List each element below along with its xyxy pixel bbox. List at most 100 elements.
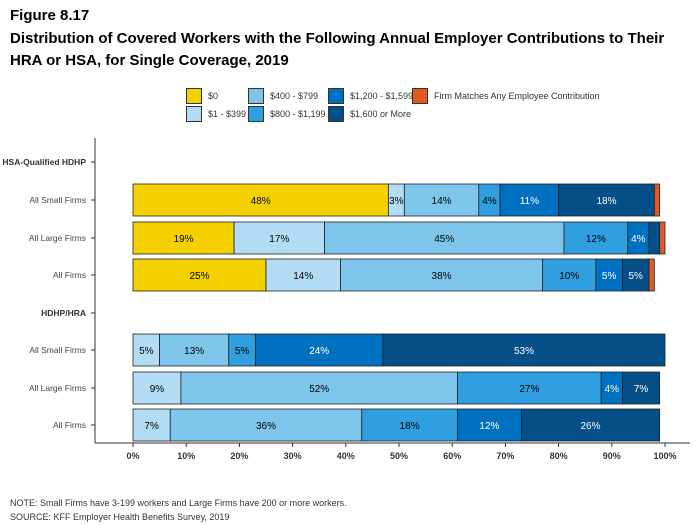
bar-segment xyxy=(648,221,661,255)
row-label: All Firms xyxy=(53,420,86,430)
bar-segment xyxy=(340,258,544,292)
data-label: 48% xyxy=(251,196,271,207)
legend-swatch xyxy=(248,106,264,122)
data-label: 18% xyxy=(400,421,420,432)
x-tick-label: 40% xyxy=(337,451,355,461)
bar-segment xyxy=(159,333,230,367)
chart-title: Distribution of Covered Workers with the… xyxy=(10,30,665,69)
data-label: 4% xyxy=(605,384,620,395)
x-tick-label: 60% xyxy=(443,451,461,461)
data-label: 5% xyxy=(235,346,250,357)
data-label: 38% xyxy=(432,271,452,282)
bar-segment xyxy=(361,408,458,442)
data-label: 7% xyxy=(634,384,649,395)
data-label: 36% xyxy=(256,421,276,432)
note: NOTE: Small Firms have 3-199 workers and… xyxy=(10,498,347,508)
bar-segment xyxy=(254,333,384,367)
data-label: 11% xyxy=(520,196,539,207)
legend-item: $0 xyxy=(186,88,218,104)
bar-segment xyxy=(169,408,363,442)
row-label: All Small Firms xyxy=(29,195,86,205)
data-label: 12% xyxy=(479,421,499,432)
x-tick-label: 50% xyxy=(390,451,408,461)
data-label: 18% xyxy=(596,196,616,207)
data-label: 17% xyxy=(269,234,289,245)
bar-segment xyxy=(558,183,655,217)
bar-segment xyxy=(520,408,661,442)
data-label: 4% xyxy=(631,234,646,245)
data-label: 10% xyxy=(559,271,579,282)
x-tick-label: 0% xyxy=(126,451,139,461)
legend-label: $1 - $399 xyxy=(208,109,247,119)
data-label: 5% xyxy=(602,271,617,282)
legend-label: Firm Matches Any Employee Contribution xyxy=(434,91,600,101)
bar-segment xyxy=(457,371,602,405)
legend-item: $1,600 or More xyxy=(328,106,411,122)
x-tick-label: 80% xyxy=(550,451,568,461)
data-label: 19% xyxy=(174,234,194,245)
data-label: 24% xyxy=(309,346,329,357)
bar-segment xyxy=(622,258,650,292)
legend-item: $800 - $1,199 xyxy=(248,106,326,122)
source: SOURCE: KFF Employer Health Benefits Sur… xyxy=(10,512,230,522)
bar-segment xyxy=(622,371,661,405)
x-tick-label: 70% xyxy=(496,451,514,461)
data-label: 14% xyxy=(432,196,452,207)
bar-segment xyxy=(180,371,458,405)
legend-item: Firm Matches Any Employee Contribution xyxy=(412,88,600,104)
group-label: HSA-Qualified HDHP xyxy=(2,157,86,167)
data-label: 7% xyxy=(144,421,159,432)
data-label: 9% xyxy=(150,384,165,395)
legend-item: $400 - $799 xyxy=(248,88,318,104)
legend-label: $0 xyxy=(208,91,219,101)
legend-swatch xyxy=(328,106,344,122)
legend-swatch xyxy=(186,88,202,104)
row-label: All Large Firms xyxy=(29,383,86,393)
bar-segment xyxy=(403,183,480,217)
group-label: HDHP/HRA xyxy=(41,308,86,318)
row-label: All Large Firms xyxy=(29,233,86,243)
x-tick-label: 90% xyxy=(603,451,621,461)
bar-segment xyxy=(265,258,341,292)
data-label: 12% xyxy=(586,234,606,245)
legend-label: $1,600 or More xyxy=(350,109,412,119)
bar-segment xyxy=(382,333,666,367)
x-tick-label: 30% xyxy=(284,451,302,461)
legend-label: $1,200 - $1,599 xyxy=(350,91,414,101)
figure-number: Figure 8.17 xyxy=(10,7,90,24)
data-label: 4% xyxy=(482,196,497,207)
bar-segment xyxy=(542,258,597,292)
legend-item: $1,200 - $1,599 xyxy=(328,88,413,104)
data-label: 5% xyxy=(629,271,644,282)
data-label: 52% xyxy=(309,384,329,395)
row-label: All Firms xyxy=(53,270,86,280)
legend-swatch xyxy=(412,88,428,104)
legend-swatch xyxy=(248,88,264,104)
bar-segment xyxy=(659,221,666,255)
bar-segment xyxy=(324,221,565,255)
bar-segment xyxy=(132,258,267,292)
bar-segment xyxy=(595,258,623,292)
legend-item: $1 - $399 xyxy=(186,106,246,122)
bar-segment xyxy=(233,221,325,255)
data-label: 26% xyxy=(581,421,601,432)
data-label: 3% xyxy=(389,196,404,207)
x-tick-label: 100% xyxy=(653,451,676,461)
row-label: All Small Firms xyxy=(29,345,86,355)
data-label: 13% xyxy=(184,346,204,357)
legend-label: $400 - $799 xyxy=(270,91,319,101)
bar-segment xyxy=(653,183,661,217)
bar-segment xyxy=(132,221,235,255)
data-label: 45% xyxy=(434,234,454,245)
data-label: 5% xyxy=(139,346,154,357)
legend-swatch xyxy=(328,88,344,104)
bar-segment xyxy=(132,371,182,405)
legend-swatch xyxy=(186,106,202,122)
data-label: 25% xyxy=(189,271,209,282)
bar-segment xyxy=(648,258,655,292)
bar-segment xyxy=(132,333,161,367)
x-tick-label: 20% xyxy=(230,451,248,461)
legend-label: $800 - $1,199 xyxy=(270,109,326,119)
data-label: 14% xyxy=(293,271,313,282)
